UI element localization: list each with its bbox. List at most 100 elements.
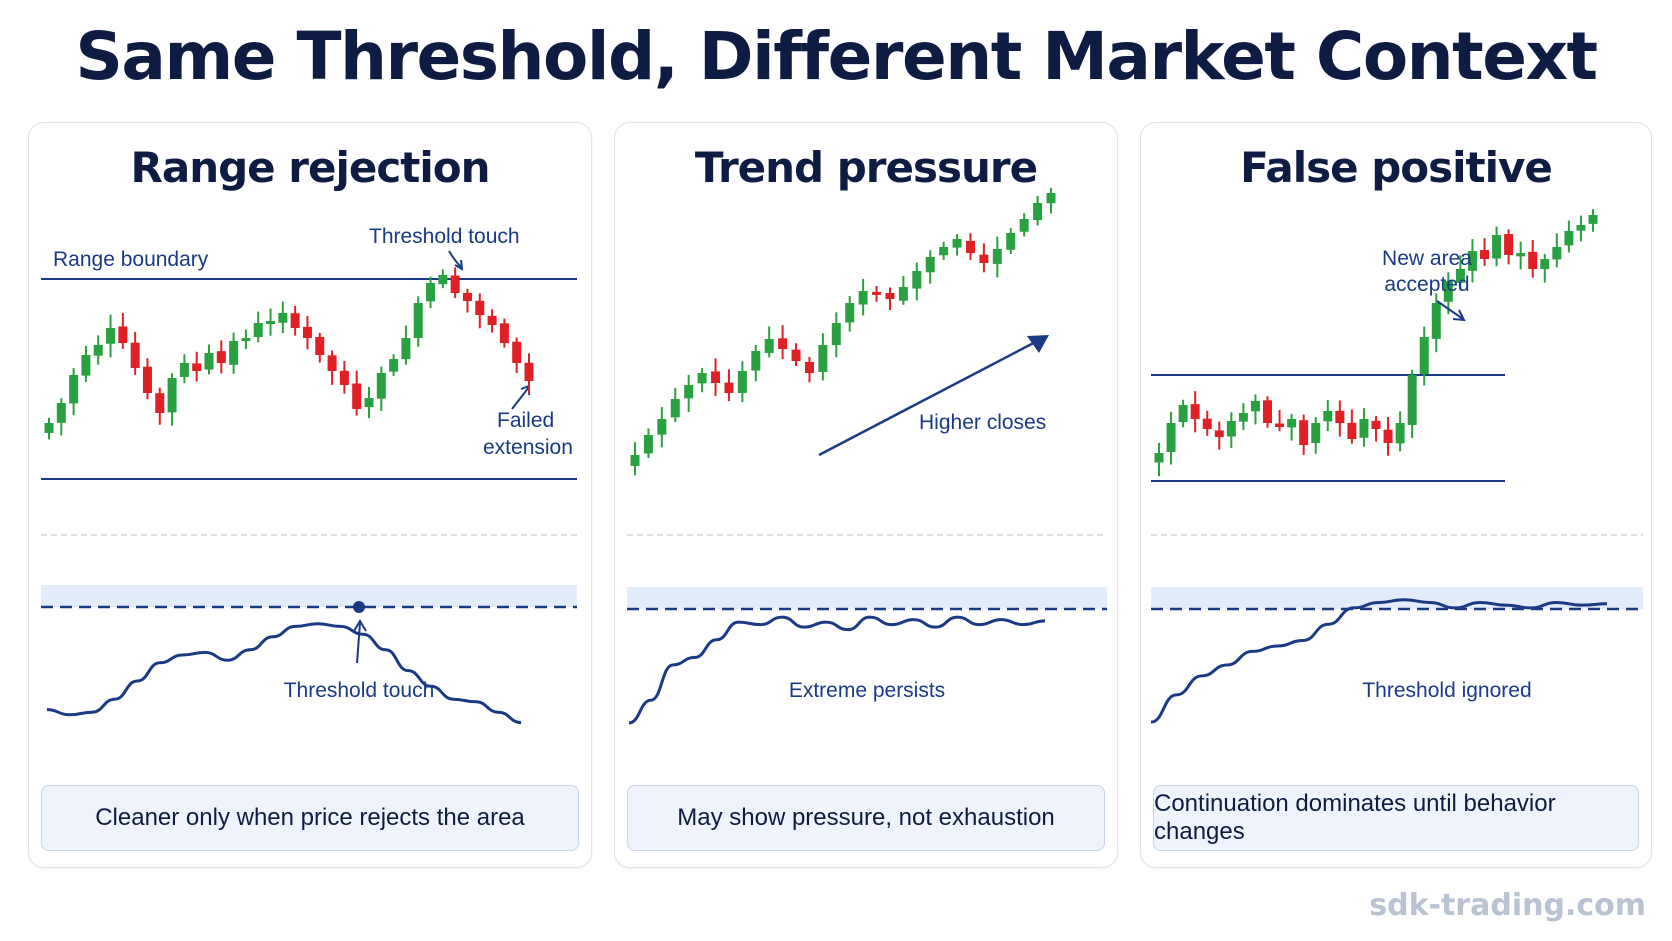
candlestick — [179, 354, 189, 384]
candlestick — [1250, 394, 1260, 425]
candlestick — [1407, 369, 1417, 439]
threshold-touch-pointer — [356, 622, 361, 664]
candlestick — [872, 286, 882, 302]
panel-trend-pressure-graphic: Higher closes Extreme persists — [627, 187, 1107, 725]
candlestick — [487, 309, 497, 333]
candlestick — [118, 312, 128, 349]
candlestick — [1480, 238, 1489, 266]
candlestick — [1019, 213, 1029, 237]
candlestick — [737, 361, 747, 403]
candlestick — [512, 337, 522, 374]
candlestick — [1226, 412, 1236, 448]
candlestick — [1528, 239, 1538, 278]
candlestick — [1275, 409, 1285, 432]
candlestick — [229, 332, 239, 374]
candlestick — [684, 374, 694, 413]
candlestick — [1383, 416, 1393, 456]
threshold-touch-dot — [353, 601, 365, 613]
candlestick — [290, 305, 300, 336]
candlestick — [44, 417, 54, 440]
candlestick — [1395, 411, 1405, 452]
candlestick — [778, 325, 788, 360]
candlestick — [1033, 195, 1043, 226]
candlestick — [1347, 409, 1357, 444]
threshold-band — [627, 587, 1107, 609]
candlestick — [1552, 233, 1562, 268]
candlestick — [426, 276, 436, 309]
panel-trend-pressure: Trend pressure Higher closes Extreme per… — [614, 122, 1118, 868]
candlestick — [1323, 400, 1333, 431]
candlestick — [376, 366, 386, 411]
candlestick — [1467, 239, 1477, 283]
candlestick — [1238, 403, 1248, 431]
candlestick — [1540, 253, 1550, 283]
range-boundary-label: Range boundary — [53, 248, 209, 271]
candlestick — [352, 370, 362, 416]
candlestick — [216, 340, 226, 374]
candlestick — [831, 312, 841, 358]
candlestick — [1154, 442, 1164, 477]
candlestick — [1287, 413, 1297, 441]
candlestick — [413, 296, 423, 347]
summary-box: Continuation dominates until behavior ch… — [1153, 785, 1639, 851]
candlestick — [155, 387, 165, 425]
higher-closes-label: Higher closes — [919, 411, 1046, 434]
candlestick — [657, 407, 667, 448]
failed-label: Failed — [497, 409, 554, 432]
candlestick — [339, 360, 349, 394]
candlestick — [93, 335, 103, 365]
candlestick — [818, 333, 828, 381]
candlestick — [912, 262, 922, 301]
candlestick — [1588, 209, 1598, 232]
panel-title: Range rejection — [130, 143, 491, 192]
candlestick — [241, 329, 251, 350]
candlestick — [697, 368, 707, 393]
candlestick — [1006, 228, 1016, 254]
candlestick — [253, 311, 263, 343]
extension-label: extension — [483, 436, 573, 459]
candlestick — [524, 353, 534, 395]
candlestick — [1576, 215, 1586, 242]
summary-box: May show pressure, not exhaustion — [627, 785, 1105, 851]
candlestick — [952, 233, 962, 256]
candlestick — [1299, 414, 1309, 455]
candlestick — [266, 308, 276, 336]
candlestick — [1178, 399, 1188, 428]
footer-watermark: sdk-trading.com — [1369, 888, 1646, 923]
candlestick — [925, 250, 935, 284]
candlestick — [278, 301, 288, 334]
oscillator-line — [628, 615, 1046, 725]
candlestick — [475, 293, 485, 329]
candlestick — [1516, 241, 1526, 270]
candlestick — [1431, 293, 1441, 353]
candlestick — [764, 326, 774, 358]
candlestick — [1455, 255, 1465, 291]
candlestick — [167, 373, 177, 426]
candlestick — [1564, 220, 1574, 253]
candlestick — [1335, 400, 1345, 437]
panel-title: Trend pressure — [694, 143, 1038, 192]
candlestick — [499, 318, 509, 348]
oscillator-line — [1150, 598, 1608, 724]
accepted-label: accepted — [1384, 273, 1469, 296]
candlestick — [1263, 396, 1272, 428]
candlestick — [192, 351, 202, 382]
candlestick — [1359, 408, 1369, 447]
candlestick — [130, 331, 140, 375]
candlestick — [389, 354, 399, 376]
candlestick — [204, 344, 214, 375]
panel-range-rejection: Range rejection Range boundary Threshold… — [28, 122, 592, 868]
page-title: Same Threshold, Different Market Context — [75, 18, 1598, 95]
candlestick — [1492, 226, 1502, 267]
candlestick — [791, 343, 801, 366]
candlestick — [711, 358, 721, 396]
threshold-touch-arrow — [448, 250, 462, 268]
candlestick — [992, 236, 1002, 278]
candlestick — [438, 269, 448, 289]
candlestick — [462, 288, 472, 313]
panel-range-rejection-graphic: Range boundary Threshold touch Failed ex… — [41, 225, 577, 725]
candlestick — [1190, 391, 1200, 433]
extreme-persists-label: Extreme persists — [789, 679, 945, 702]
oscillator-line — [46, 622, 522, 725]
candlestick — [315, 332, 325, 363]
